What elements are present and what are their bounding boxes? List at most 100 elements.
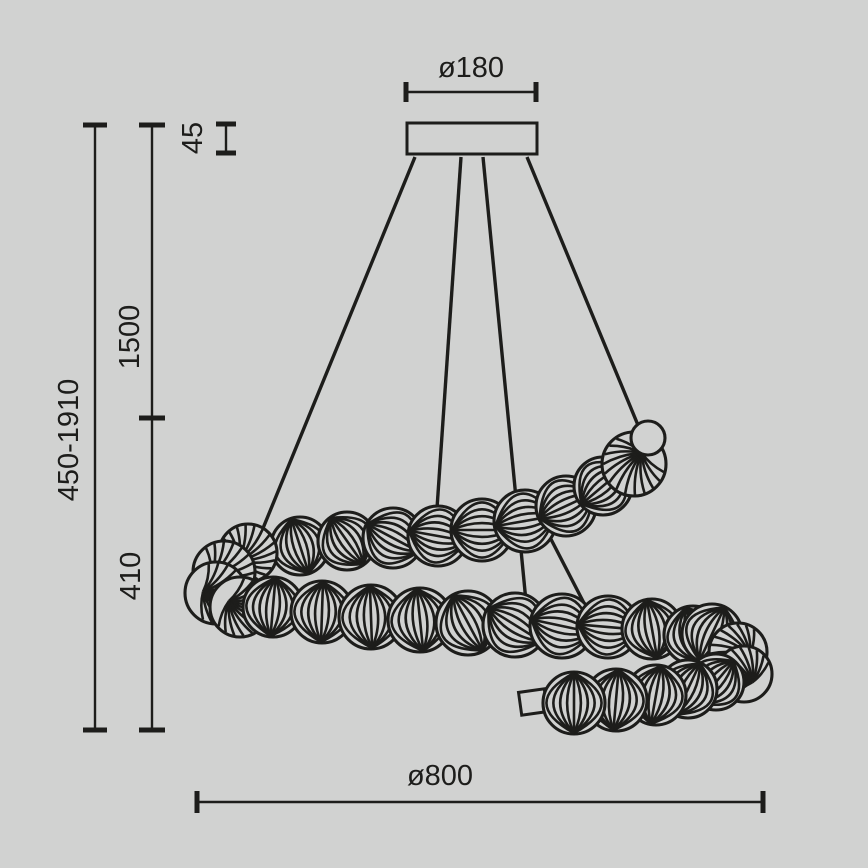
bead-rib [439, 594, 483, 652]
bead-rib [319, 581, 325, 643]
bead-rib [289, 519, 310, 574]
bead-rib [685, 606, 725, 662]
bead-rib [675, 662, 709, 716]
dim-label-canopy-height: 45 [177, 122, 209, 154]
bead-rib [330, 516, 365, 565]
bead-rib [290, 518, 310, 574]
bead-rib [452, 594, 484, 652]
bead-rib [645, 600, 659, 658]
bead-rib [612, 669, 638, 732]
spiral-bottom-tier [516, 652, 746, 736]
bead-rib [313, 581, 325, 643]
bead-rib [348, 584, 373, 650]
finial-dot [640, 453, 646, 459]
bead-rib [284, 518, 310, 574]
suspension-wire [248, 156, 417, 561]
bead-rib [573, 672, 589, 734]
bead-rib [300, 580, 324, 644]
bead-rib [264, 577, 277, 637]
bead-rib [245, 576, 277, 638]
bead-rib [751, 662, 770, 684]
bead-rib [695, 606, 725, 661]
bead-rib [650, 665, 671, 725]
bead-rib [397, 588, 424, 653]
bead-rib [452, 595, 484, 652]
bead-rib [290, 518, 311, 573]
bead-rib [329, 517, 364, 566]
bead-rib [362, 585, 374, 649]
bead-rib [321, 517, 364, 567]
bead-rib [445, 595, 483, 652]
bead-rib [643, 599, 659, 659]
bead-rib [487, 608, 542, 649]
bead-rib [411, 588, 425, 652]
bead-rib [573, 671, 603, 735]
bead-rib [217, 600, 230, 627]
bead-rib [320, 581, 337, 644]
bead-rib [449, 595, 484, 652]
bead-rib [698, 606, 726, 661]
glass-bead [289, 579, 355, 645]
dim-label-fixture-height: 410 [115, 552, 147, 600]
bead-rib [612, 668, 645, 732]
bead-rib [487, 608, 542, 654]
bead-rib [545, 671, 575, 735]
bead-rib [565, 672, 576, 734]
dimension-lines: 450-1910 1500 410 45 ø180 ø800 [53, 52, 766, 813]
spiral-top-tier [183, 419, 668, 639]
dim-label-overall-height: 450-1910 [53, 379, 85, 502]
bead-rib [366, 524, 420, 560]
bead-rib [415, 588, 436, 652]
bead-rib [552, 671, 575, 735]
bead-rib [290, 518, 316, 574]
bead-rib [330, 516, 365, 565]
bead-rib [637, 599, 658, 659]
bead-rib [269, 577, 277, 637]
bead-rib [404, 588, 425, 652]
bead-rib [649, 666, 663, 724]
bead-rib [368, 585, 374, 649]
bead-rib [329, 517, 365, 565]
bead-rib [612, 669, 620, 731]
bead-rib [676, 662, 715, 716]
finial-ball [629, 419, 667, 457]
bead-rib [293, 580, 324, 644]
bead-rib [258, 577, 277, 637]
bead-rib [650, 665, 678, 725]
dim-label-cord-length: 1500 [114, 305, 146, 370]
dim-label-fixture-diameter: ø800 [407, 760, 473, 792]
bead-rib [390, 588, 424, 653]
bead-rib [319, 581, 331, 643]
bead-rib [368, 585, 387, 649]
bead-rib [452, 594, 484, 651]
ceiling-canopy [405, 121, 539, 156]
bead-rib [452, 594, 487, 651]
bead-rib [251, 576, 277, 637]
bead-rib [624, 599, 658, 659]
bead-rib [698, 607, 726, 661]
bead-rib [647, 665, 663, 725]
dim-label-canopy-diameter: ø180 [438, 52, 504, 84]
bead-rib [415, 588, 429, 652]
bead-rib [559, 672, 575, 734]
bead-rib [366, 524, 420, 565]
bead-rib [307, 580, 324, 643]
bead-rib [650, 665, 684, 725]
bead-rib [200, 591, 205, 620]
bead-rib [630, 599, 658, 659]
bead-rib [368, 585, 380, 649]
bead-rib [645, 599, 661, 659]
bead-rib [572, 672, 583, 734]
bead-rib [355, 585, 374, 649]
bead-rib [649, 665, 665, 725]
glass-bead [541, 670, 607, 736]
bead-rib [415, 588, 425, 652]
bead-rib [607, 669, 620, 731]
bead-rib [690, 606, 725, 662]
bead-rib [612, 669, 632, 731]
bead-rib [341, 584, 373, 650]
suspension-wire [434, 156, 463, 524]
bead-rib [612, 669, 625, 731]
bead-rib [573, 671, 596, 735]
